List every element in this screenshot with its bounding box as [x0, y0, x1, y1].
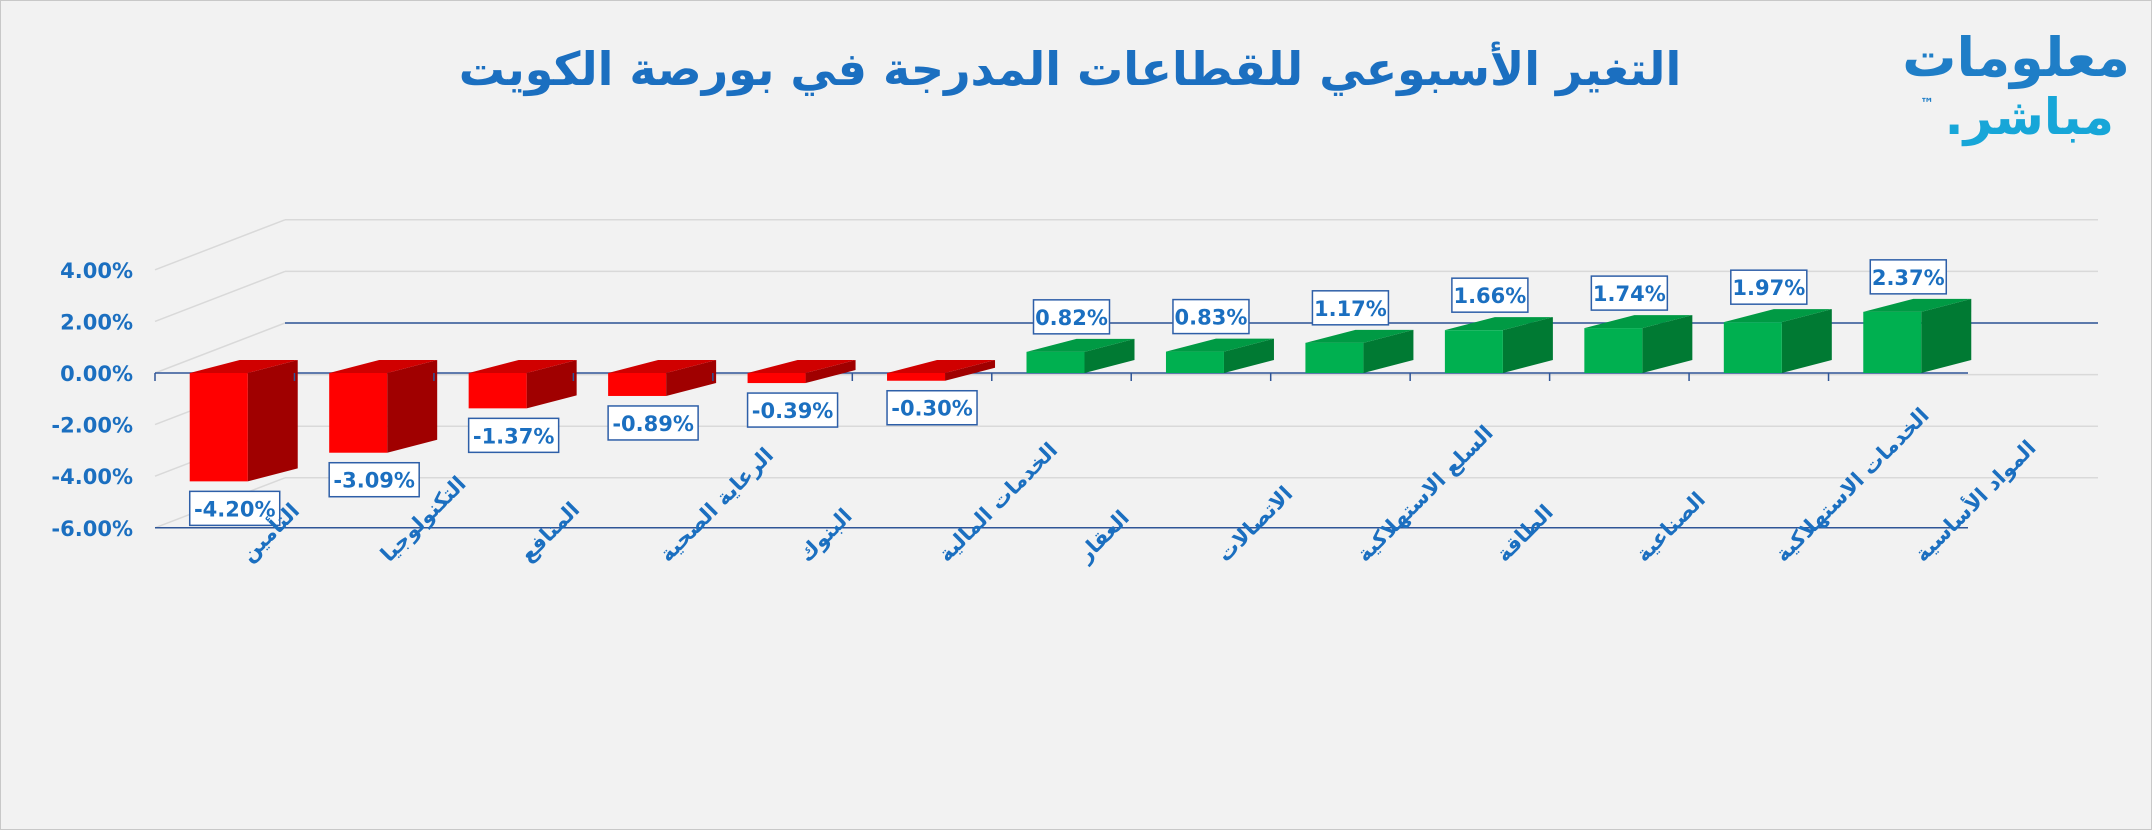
x-category-label: الرعاية الصحية: [655, 443, 778, 566]
bar-side: [1781, 309, 1832, 373]
data-label-box: [886, 389, 978, 426]
bar-top: [747, 360, 856, 373]
data-label-box: [328, 461, 420, 498]
gridline-depth: [154, 219, 286, 271]
x-category-label: البنوك: [794, 504, 857, 567]
bar-top: [189, 360, 298, 373]
x-category-label: المواد الأساسية: [1908, 434, 2040, 566]
bar: [1444, 330, 1503, 373]
bar-side: [1223, 338, 1274, 373]
data-label: -0.89%: [612, 412, 694, 436]
bar-side: [1084, 338, 1135, 373]
bar: [1584, 328, 1643, 373]
bar-side: [1921, 298, 1972, 373]
x-category-label: السلع الاستهلاكية: [1352, 421, 1498, 567]
logo-trademark: ™: [1920, 96, 1934, 112]
x-category-label: الخدمات الاستهلاكية: [1770, 403, 1933, 566]
data-label-box: [607, 405, 699, 441]
x-category-label: الصناعية: [1631, 487, 1710, 566]
bar: [747, 373, 806, 384]
chart-title: التغير الأسبوعي للقطاعات المدرجة في بورص…: [458, 42, 1682, 96]
data-label-box: [1451, 277, 1529, 313]
bar: [1026, 351, 1085, 373]
data-label: 1.97%: [1732, 276, 1805, 300]
x-category-label: الخدمات المالية: [934, 438, 1063, 567]
y-tick-label: -4.00%: [51, 465, 133, 489]
bar-top: [887, 360, 996, 373]
data-label-box: [1172, 298, 1250, 335]
bar-side: [247, 360, 298, 482]
data-label-box: [1730, 269, 1808, 305]
bar: [468, 373, 527, 409]
bar-top: [1444, 317, 1553, 331]
bar: [1305, 342, 1364, 373]
data-label-box: [467, 417, 560, 454]
bar-side: [1642, 315, 1693, 373]
bar-top: [1584, 315, 1693, 329]
bar-side: [526, 360, 577, 409]
bar: [887, 373, 946, 381]
bar-side: [945, 360, 996, 381]
bar-top: [1863, 298, 1972, 312]
bar-top: [329, 360, 438, 373]
data-label-box: [188, 490, 281, 527]
bar-side: [1363, 329, 1414, 373]
y-tick-label: 0.00%: [60, 362, 133, 386]
y-tick-label: -2.00%: [51, 414, 133, 438]
bar: [1723, 322, 1782, 373]
x-category-label: الطاقة: [1491, 500, 1557, 566]
bar: [1165, 351, 1224, 373]
bar-side: [805, 360, 856, 384]
bar: [189, 373, 248, 482]
data-label: -1.37%: [473, 424, 555, 448]
bar-top: [1165, 338, 1274, 352]
bar: [1863, 311, 1922, 373]
data-label: 1.66%: [1453, 284, 1526, 308]
y-tick-label: 4.00%: [60, 259, 133, 283]
data-label: 0.83%: [1175, 306, 1248, 330]
logo-line-2: مباشر.: [1944, 88, 2114, 146]
x-category-label: الاتصالات: [1213, 482, 1298, 567]
y-tick-label: 2.00%: [60, 310, 133, 334]
data-label: 0.82%: [1035, 306, 1108, 330]
data-label: -0.39%: [752, 399, 834, 423]
bar-top: [608, 360, 717, 373]
data-label-box: [1869, 259, 1948, 295]
data-label: 1.74%: [1593, 282, 1666, 306]
bar: [608, 373, 667, 396]
bar-side: [387, 360, 438, 453]
gridline-depth: [154, 322, 286, 374]
data-label: -0.30%: [891, 397, 973, 421]
x-category-label: العقار: [1072, 506, 1134, 568]
data-label: -4.20%: [194, 497, 276, 521]
x-category-label: المنافع: [515, 497, 584, 566]
bar-side: [1502, 317, 1553, 373]
bar-top: [468, 360, 577, 373]
y-tick-label: -6.00%: [51, 517, 133, 541]
gridline-depth: [154, 270, 286, 323]
data-label: 1.17%: [1314, 297, 1387, 321]
logo-line-1: معلومات: [1902, 26, 2131, 89]
data-label-box: [1311, 290, 1390, 326]
data-label: 2.37%: [1872, 266, 1945, 290]
bar-top: [1305, 329, 1414, 343]
data-label: -3.09%: [333, 469, 415, 493]
data-label-box: [746, 392, 839, 428]
data-label-box: [1032, 299, 1111, 335]
brand-logo: معلومات مباشر. ™: [1902, 26, 2131, 156]
bar: [329, 373, 388, 453]
bar-top: [1723, 309, 1832, 323]
bar-top: [1026, 338, 1135, 352]
bar-side: [666, 360, 717, 396]
data-label-box: [1590, 275, 1669, 311]
